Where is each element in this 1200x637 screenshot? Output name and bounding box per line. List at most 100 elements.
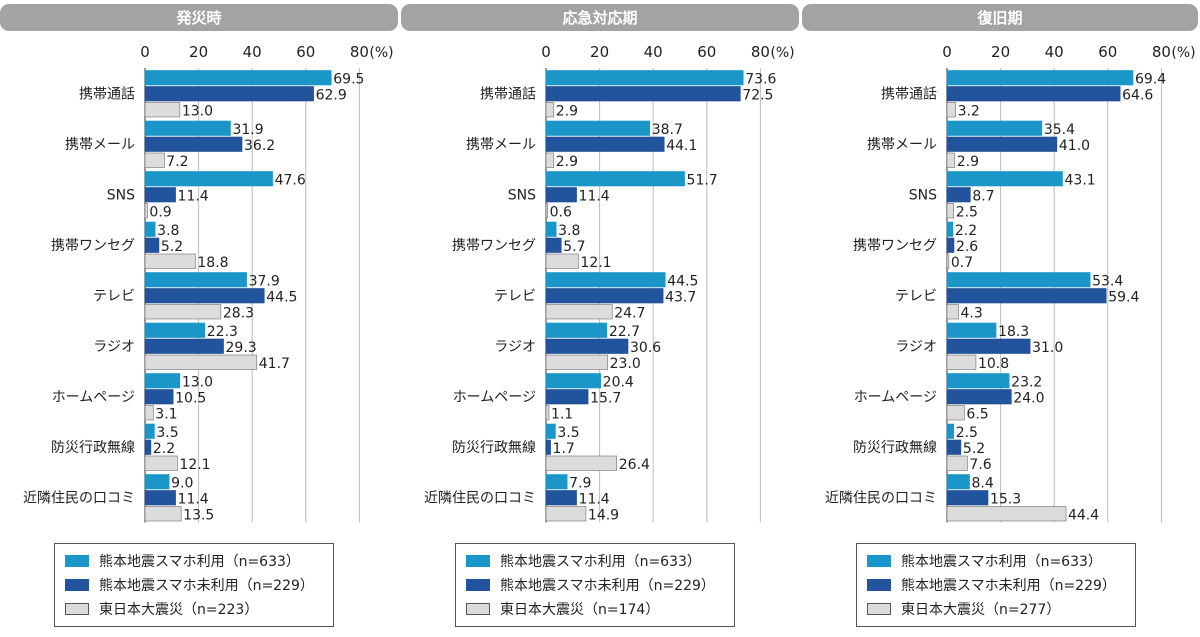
bar [946, 70, 1134, 86]
axis-unit: (%) [1171, 45, 1195, 61]
bar [946, 439, 962, 455]
bar [144, 70, 332, 86]
data-label: 51.7 [687, 173, 718, 189]
bar [144, 187, 176, 203]
category-label: SNS [107, 187, 135, 203]
legend-item: 熊本地震スマホ未利用（n=229） [867, 573, 1125, 597]
legend-swatch [466, 555, 490, 567]
category-label: 近隣住民の口コミ [424, 490, 536, 506]
tick-label: 0 [942, 43, 952, 61]
category-label: SNS [909, 187, 937, 203]
bar [545, 322, 608, 338]
data-label: 64.6 [1122, 88, 1153, 104]
data-label: 69.4 [1135, 72, 1166, 88]
data-label: 37.9 [249, 274, 280, 290]
data-label: 7.6 [969, 457, 991, 473]
legend-item: 熊本地震スマホ利用（n=633） [65, 549, 323, 573]
data-label: 6.5 [966, 407, 988, 423]
bar [144, 304, 222, 320]
data-label: 41.7 [259, 356, 290, 372]
bar [144, 136, 243, 152]
bar [144, 354, 258, 370]
data-label: 13.0 [182, 375, 213, 391]
data-label: 44.5 [266, 290, 297, 306]
data-label: 30.6 [630, 340, 661, 356]
legend-label: 熊本地震スマホ未利用（n=229） [500, 578, 715, 594]
bar [144, 237, 160, 253]
bar [946, 171, 1063, 187]
bar [946, 506, 1067, 522]
category-label: 携帯通話 [480, 85, 536, 102]
bar [946, 474, 970, 490]
bar [946, 304, 959, 320]
bar [545, 152, 555, 168]
bar [545, 102, 555, 118]
bar [946, 405, 965, 421]
data-label: 38.7 [652, 122, 683, 138]
tick-label: 0 [541, 43, 551, 61]
legend-label: 熊本地震スマホ未利用（n=229） [99, 578, 314, 594]
bar [545, 439, 551, 455]
data-label: 31.0 [1032, 340, 1063, 356]
bar [946, 338, 1031, 354]
bar [144, 253, 196, 269]
category-label: SNS [508, 187, 536, 203]
legend-label: 東日本大震災（n=277） [901, 602, 1061, 618]
bar [144, 423, 155, 439]
bar [545, 304, 613, 320]
category-label: ラジオ [895, 339, 937, 355]
data-label: 3.8 [157, 223, 179, 239]
data-label: 2.9 [556, 104, 578, 120]
data-label: 22.3 [207, 324, 238, 340]
data-label: 2.5 [956, 425, 978, 441]
data-label: 2.6 [956, 239, 978, 255]
bar [946, 237, 955, 253]
data-label: 20.4 [603, 375, 634, 391]
data-label: 0.9 [149, 205, 171, 221]
data-label: 0.6 [550, 205, 572, 221]
axis-unit: (%) [770, 45, 794, 61]
bar [545, 136, 665, 152]
tick-label: 40 [243, 43, 262, 61]
bar [946, 354, 977, 370]
data-label: 7.2 [166, 154, 188, 170]
bar [946, 221, 954, 237]
data-label: 29.3 [226, 340, 257, 356]
bar [144, 439, 152, 455]
bar [545, 506, 587, 522]
bar [946, 152, 956, 168]
bar [144, 86, 314, 102]
data-label: 53.4 [1092, 274, 1123, 290]
data-label: 4.3 [961, 306, 983, 322]
data-label: 15.7 [590, 391, 621, 407]
legend-item: 東日本大震災（n=277） [867, 597, 1125, 621]
bar [946, 102, 956, 118]
bar-chart: 0 20 40 60 80 (%) 携帯通話 73.672.5 2.9 携帯メール 38.744.1… [424, 43, 795, 524]
data-label: 7.9 [569, 476, 591, 492]
data-label: 13.0 [182, 104, 213, 120]
bar [545, 203, 548, 219]
legend-swatch [466, 579, 490, 591]
bar-chart: 0 20 40 60 80 (%) 携帯通話 69.562.9 13.0 携帯メール 31.936.… [23, 43, 394, 524]
data-label: 24.0 [1013, 391, 1044, 407]
data-label: 31.9 [232, 122, 263, 138]
legend-item: 東日本大震災（n=223） [65, 597, 323, 621]
data-label: 5.7 [563, 239, 585, 255]
tick-label: 60 [296, 43, 315, 61]
data-label: 3.5 [156, 425, 178, 441]
legend-swatch [867, 579, 891, 591]
data-label: 62.9 [316, 88, 347, 104]
data-label: 69.5 [333, 72, 364, 88]
category-label: ラジオ [93, 339, 135, 355]
bar [946, 253, 950, 269]
data-label: 2.5 [956, 205, 978, 221]
data-label: 2.2 [955, 223, 977, 239]
bar [545, 354, 608, 370]
bar [545, 423, 556, 439]
bar [545, 405, 550, 421]
bar [946, 136, 1058, 152]
category-label: 携帯メール [65, 137, 135, 153]
bar [946, 423, 954, 439]
bar [545, 338, 629, 354]
